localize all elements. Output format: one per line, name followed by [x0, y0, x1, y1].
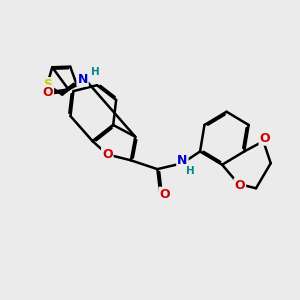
Text: H: H	[91, 67, 99, 77]
Text: O: O	[260, 132, 270, 145]
Text: O: O	[235, 179, 245, 192]
Text: O: O	[102, 148, 112, 161]
Text: H: H	[186, 167, 195, 176]
Text: N: N	[77, 73, 88, 85]
Text: O: O	[43, 86, 53, 99]
Text: S: S	[43, 78, 52, 91]
Text: O: O	[159, 188, 170, 201]
Text: N: N	[177, 154, 188, 167]
